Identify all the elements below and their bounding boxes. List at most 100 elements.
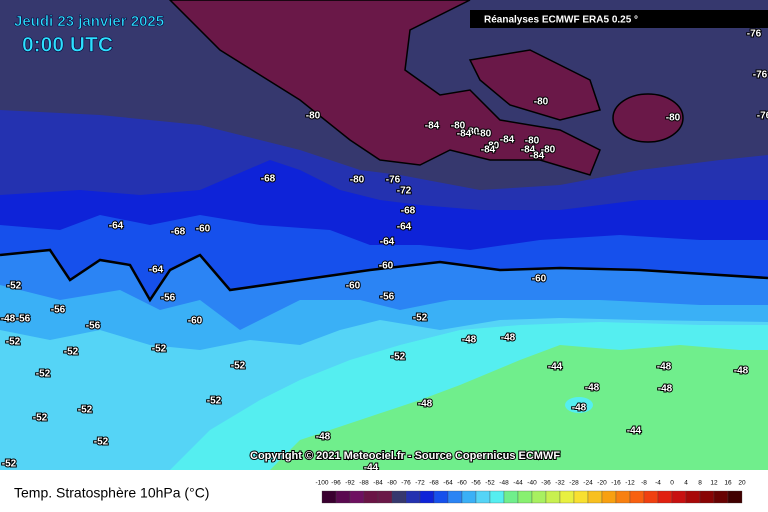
source-label: Réanalyses ECMWF ERA5 0.25 ° <box>484 15 638 26</box>
contour-label: -80 <box>451 121 466 132</box>
legend-tick-label: 12 <box>710 480 718 487</box>
contour-label: -76 <box>757 111 768 122</box>
contour-label: -48 <box>316 432 331 443</box>
contour-label: -72 <box>397 186 412 197</box>
contour-label: -64 <box>397 222 412 233</box>
legend-swatch <box>377 490 393 504</box>
contour-label: -64 <box>380 237 395 248</box>
legend-tick-label: -68 <box>429 480 439 487</box>
legend-tick-label: -20 <box>597 480 607 487</box>
legend-tick-label: -92 <box>345 480 355 487</box>
contour-label: -48 <box>1 314 16 325</box>
legend-swatch <box>335 490 351 504</box>
legend-tick-label: -76 <box>401 480 411 487</box>
legend-tick-label: -8 <box>641 480 647 487</box>
contour-label: -80 <box>534 97 549 108</box>
contour-label: -60 <box>379 261 394 272</box>
contour-label: -80 <box>541 145 556 156</box>
contour-label: -60 <box>532 274 547 285</box>
legend-tick-label: -28 <box>569 480 579 487</box>
legend-swatch <box>615 490 631 504</box>
cold-patch <box>565 397 593 413</box>
legend-tick-label: -80 <box>387 480 397 487</box>
legend-swatch <box>419 490 435 504</box>
legend-tick-label: 0 <box>670 480 674 487</box>
contour-label: -80 <box>485 141 500 152</box>
legend-tick-label: -44 <box>513 480 523 487</box>
contour-label: -76 <box>747 29 762 40</box>
legend-tick-label: -100 <box>315 480 328 487</box>
contour-label: -48 <box>658 384 673 395</box>
legend-tick-label: -52 <box>485 480 495 487</box>
legend-tick-label: -60 <box>457 480 467 487</box>
cold-core <box>612 93 684 143</box>
contour-label: -68 <box>261 174 276 185</box>
legend-swatch <box>405 490 421 504</box>
legend-swatch <box>461 490 477 504</box>
map-title: Temp. Stratosphère 10hPa (°C) <box>14 485 209 501</box>
contour-label: -48 <box>585 383 600 394</box>
temperature-band <box>270 345 768 470</box>
legend-swatch <box>447 490 463 504</box>
contour-label: -52 <box>36 369 51 380</box>
legend-tick-label: -64 <box>443 480 453 487</box>
legend-tick-label: -4 <box>655 480 661 487</box>
contour-label: -76 <box>386 175 401 186</box>
contour-label: -52 <box>33 413 48 424</box>
contour-label: -52 <box>413 313 428 324</box>
contour-label: -52 <box>391 352 406 363</box>
contour-label: -60 <box>188 316 203 327</box>
legend-tick-label: -40 <box>527 480 537 487</box>
contour-label: -52 <box>6 337 21 348</box>
contour-label: -84 <box>521 145 536 156</box>
legend-swatch <box>573 490 589 504</box>
contour-label: -80 <box>306 111 321 122</box>
contour-label: -56 <box>51 305 66 316</box>
contour-label: -56 <box>161 293 176 304</box>
legend-tick-label: -96 <box>331 480 341 487</box>
legend-swatch <box>643 490 659 504</box>
copyright: Copyright © 2021 Meteociel.fr - Source C… <box>250 450 560 462</box>
date-label: Jeudi 23 janvier 2025 <box>14 13 164 30</box>
contour-label: -48 <box>572 403 587 414</box>
contour-label: -52 <box>207 396 222 407</box>
contour-label: -84 <box>481 145 496 156</box>
legend-swatch <box>713 490 729 504</box>
contour-label: -56 <box>380 292 395 303</box>
contour-label: -80 <box>666 113 681 124</box>
legend-tick-label: 20 <box>738 480 746 487</box>
contour-label: -52 <box>64 347 79 358</box>
contour-label: -64 <box>149 265 164 276</box>
legend-swatch <box>727 490 743 504</box>
legend-tick-label: -84 <box>373 480 383 487</box>
legend-swatch <box>671 490 687 504</box>
contour-label: -60 <box>346 281 361 292</box>
legend-swatch <box>503 490 519 504</box>
contour-label: -68 <box>171 227 186 238</box>
bold-contour <box>0 248 768 303</box>
legend-tick-label: -12 <box>625 480 635 487</box>
legend-swatch <box>475 490 491 504</box>
legend-swatch <box>489 490 505 504</box>
contour-label: -80 <box>350 175 365 186</box>
legend-tick-label: -16 <box>611 480 621 487</box>
legend-tick-label: -24 <box>583 480 593 487</box>
temperature-bands <box>0 0 768 470</box>
contour-label: -56 <box>16 314 31 325</box>
legend-tick-label: 16 <box>724 480 732 487</box>
legend-swatch <box>433 490 449 504</box>
legend-tick-label: -88 <box>359 480 369 487</box>
contour-label: -76 <box>753 70 768 81</box>
legend-swatch <box>699 490 715 504</box>
contour-label: -52 <box>152 344 167 355</box>
contour-label: -48 <box>501 333 516 344</box>
source-box <box>470 10 768 28</box>
legend-swatch <box>391 490 407 504</box>
legend-swatch <box>657 490 673 504</box>
contour-label: -44 <box>548 362 563 373</box>
contour-label: -80 <box>525 136 540 147</box>
contour-label: -68 <box>401 206 416 217</box>
legend-swatch <box>531 490 547 504</box>
contour-labels: -80-84 -80-80-80-84-84-80-84 -80-84-80-84-… <box>0 28 768 475</box>
